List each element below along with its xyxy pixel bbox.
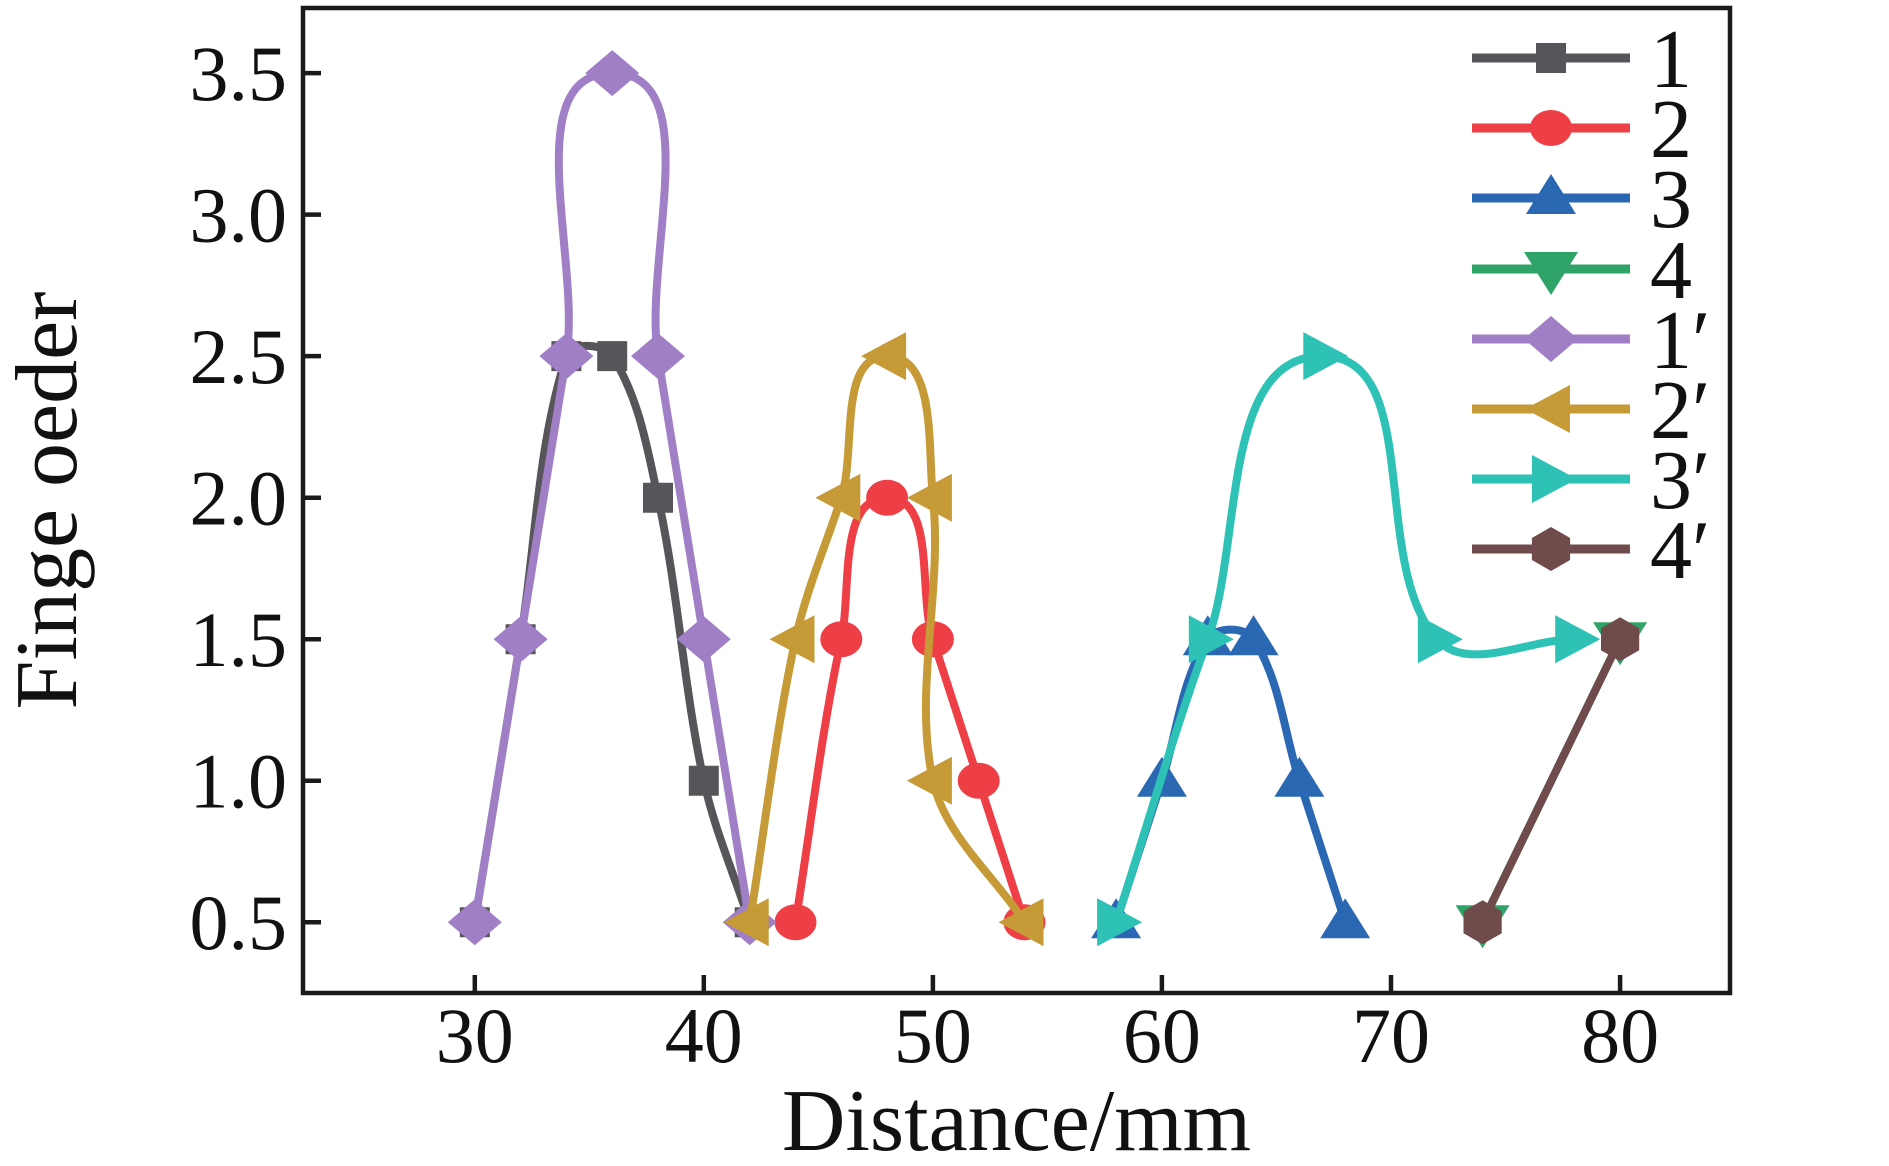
legend-label-1-prime: 1′	[1650, 294, 1710, 387]
y-axis: 0.5 1.0 1.5 2.0 2.5 3.0 3.5	[190, 30, 321, 966]
series-group	[447, 50, 1648, 949]
triangle-left-marker	[815, 473, 861, 522]
triangle-up-marker	[1320, 898, 1371, 939]
square-marker	[643, 482, 673, 513]
triangle-right-marker	[1188, 615, 1234, 664]
diamond-marker	[585, 50, 640, 97]
legend-triangle-left-marker	[1525, 385, 1570, 433]
series-4-prime-line	[1478, 635, 1625, 927]
diamond-marker	[676, 616, 731, 663]
triangle-up-marker	[1274, 756, 1325, 797]
circle-marker	[866, 479, 909, 516]
x-tick-label: 50	[894, 992, 972, 1079]
legend-item-2-prime: 2′	[1472, 364, 1710, 457]
y-tick-label: 2.5	[190, 313, 288, 400]
legend-hexagon-marker	[1531, 527, 1571, 571]
series-4-prime	[1463, 617, 1640, 945]
series-1-prime	[447, 50, 777, 946]
y-tick-label: 1.5	[190, 596, 288, 683]
series-3-prime-markers	[1097, 332, 1601, 947]
x-axis-label: Distance/mm	[782, 1073, 1251, 1166]
legend-label-2: 2	[1650, 83, 1692, 176]
series-1-prime-markers	[447, 50, 777, 946]
legend-square-marker	[1536, 43, 1566, 73]
legend-item-1: 1	[1472, 13, 1692, 106]
triangle-right-marker	[1303, 332, 1349, 381]
series-4-prime-markers	[1463, 617, 1640, 945]
x-tick-label: 60	[1123, 992, 1201, 1079]
triangle-right-marker	[1555, 615, 1601, 664]
circle-marker	[774, 904, 817, 941]
series-2-prime	[723, 332, 1044, 947]
x-tick-label: 30	[436, 992, 514, 1079]
legend-diamond-marker	[1524, 316, 1578, 362]
legend-label-3-prime: 3′	[1650, 434, 1710, 527]
triangle-left-marker	[998, 898, 1044, 947]
y-tick-label: 3.5	[190, 30, 288, 117]
x-tick-label: 80	[1581, 992, 1659, 1079]
diamond-marker	[539, 333, 594, 380]
legend-triangle-down-marker	[1524, 252, 1578, 295]
triangle-up-marker	[1228, 615, 1279, 656]
diamond-marker	[631, 333, 685, 380]
legend-triangle-right-marker	[1532, 455, 1577, 503]
legend-circle-marker	[1530, 110, 1572, 146]
circle-marker	[820, 621, 863, 658]
legend-item-3-prime: 3′	[1472, 434, 1710, 527]
legend-label-1: 1	[1650, 13, 1692, 106]
x-tick-label: 40	[665, 992, 743, 1079]
circle-marker	[957, 762, 1000, 799]
hexagon-marker	[1601, 617, 1640, 662]
legend-item-2: 2	[1472, 83, 1692, 176]
legend-item-3: 3	[1472, 153, 1692, 246]
legend-label-4: 4	[1650, 224, 1692, 317]
triangle-left-marker	[861, 332, 907, 381]
triangle-left-marker	[906, 756, 952, 805]
diamond-marker	[447, 899, 502, 946]
square-marker	[688, 765, 719, 796]
legend-item-1-prime: 1′	[1472, 294, 1710, 387]
y-tick-label: 0.5	[190, 879, 288, 966]
diamond-marker	[493, 616, 548, 663]
series-2-prime-markers	[723, 332, 1044, 947]
triangle-left-marker	[906, 473, 952, 522]
triangle-left-marker	[723, 898, 769, 947]
x-tick-label: 70	[1352, 992, 1430, 1079]
y-tick-label: 2.0	[190, 455, 288, 542]
legend-label-2-prime: 2′	[1650, 364, 1710, 457]
square-marker	[597, 341, 628, 372]
triangle-right-marker	[1417, 615, 1463, 664]
hexagon-marker	[1463, 900, 1502, 945]
legend-triangle-up-marker	[1526, 174, 1576, 214]
y-tick-label: 3.0	[190, 172, 288, 259]
y-tick-label: 1.0	[190, 738, 288, 825]
y-axis-label: Finge oeder	[0, 292, 96, 710]
triangle-right-marker	[1097, 898, 1143, 947]
x-axis: 30 40 50 60 70 80	[436, 975, 1659, 1079]
legend-label-4-prime: 4′	[1650, 504, 1710, 597]
legend-label-3: 3	[1650, 153, 1692, 246]
legend-item-4-prime: 4′	[1472, 504, 1710, 597]
series-3-prime	[1097, 332, 1601, 947]
legend-item-4: 4	[1472, 224, 1692, 317]
triangle-left-marker	[769, 615, 815, 664]
